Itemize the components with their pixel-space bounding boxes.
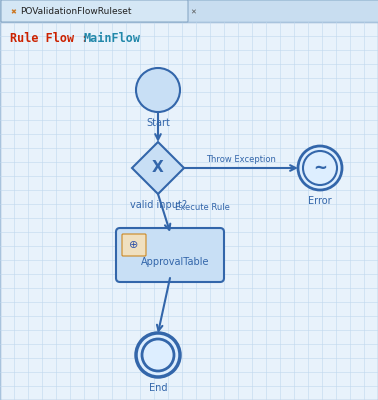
Circle shape: [136, 68, 180, 112]
Text: Start: Start: [146, 118, 170, 128]
Text: POValidationFlowRuleset: POValidationFlowRuleset: [20, 8, 132, 16]
FancyBboxPatch shape: [122, 234, 146, 256]
Text: End: End: [149, 383, 167, 393]
Polygon shape: [132, 142, 184, 194]
FancyBboxPatch shape: [1, 0, 188, 22]
Text: ~: ~: [313, 159, 327, 177]
Text: ApprovalTable: ApprovalTable: [141, 257, 209, 267]
Text: Error: Error: [308, 196, 332, 206]
Circle shape: [136, 333, 180, 377]
Text: ⊕: ⊕: [129, 240, 139, 250]
Text: valid input?: valid input?: [130, 200, 186, 210]
Circle shape: [298, 146, 342, 190]
Text: Rule Flow :: Rule Flow :: [10, 32, 96, 44]
Text: ✕: ✕: [190, 9, 196, 15]
FancyBboxPatch shape: [116, 228, 224, 282]
Text: Execute Rule: Execute Rule: [175, 204, 230, 212]
Text: ✖: ✖: [10, 9, 16, 15]
Text: X: X: [152, 160, 164, 176]
Text: MainFlow: MainFlow: [84, 32, 141, 44]
Text: Throw Exception: Throw Exception: [206, 156, 276, 164]
Bar: [0, 0, 378, 22]
